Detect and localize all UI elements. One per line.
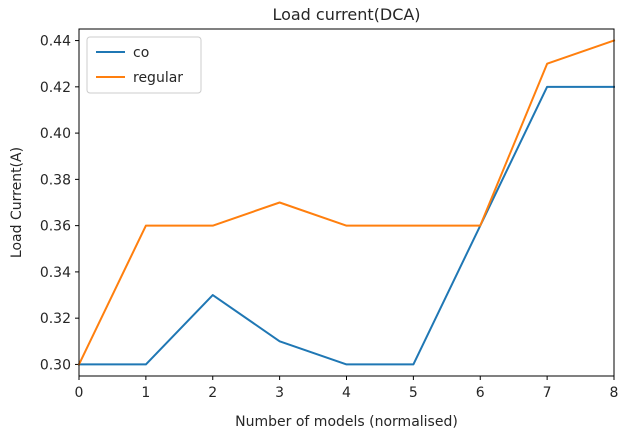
y-tick-label: 0.36 xyxy=(40,219,71,235)
x-tick-label: 2 xyxy=(208,385,217,401)
series-line-co xyxy=(78,85,615,366)
x-tick-label: 1 xyxy=(141,385,150,401)
x-tick-label: 7 xyxy=(543,385,552,401)
x-axis-label: Number of models (normalised) xyxy=(235,414,458,430)
x-axis-ticks: 0 1 2 3 4 5 6 7 8 xyxy=(75,376,618,401)
x-tick-label: 6 xyxy=(476,385,485,401)
y-axis-ticks: 0.30 0.32 0.34 0.36 0.38 0.40 0.42 0.44 xyxy=(40,34,79,373)
legend: co regular xyxy=(86,36,202,94)
x-tick-label: 3 xyxy=(275,385,284,401)
series-line-regular xyxy=(77,39,616,366)
legend-entry-co: co xyxy=(133,45,149,61)
y-tick-label: 0.30 xyxy=(40,357,71,373)
x-tick-label: 5 xyxy=(409,385,418,401)
y-tick-label: 0.42 xyxy=(40,80,71,96)
y-tick-label: 0.32 xyxy=(40,311,71,327)
chart-title: Load current(DCA) xyxy=(272,5,420,24)
y-tick-label: 0.44 xyxy=(40,34,71,50)
x-tick-label: 0 xyxy=(75,385,84,401)
x-tick-label: 4 xyxy=(342,385,351,401)
series-lines xyxy=(77,39,616,366)
x-tick-label: 8 xyxy=(610,385,618,401)
plot-frame xyxy=(78,28,615,377)
y-axis-label: Load Current(A) xyxy=(9,147,25,258)
y-tick-label: 0.34 xyxy=(40,265,71,281)
y-tick-label: 0.40 xyxy=(40,126,71,142)
y-tick-label: 0.38 xyxy=(40,172,71,188)
legend-entry-regular: regular xyxy=(133,70,183,86)
